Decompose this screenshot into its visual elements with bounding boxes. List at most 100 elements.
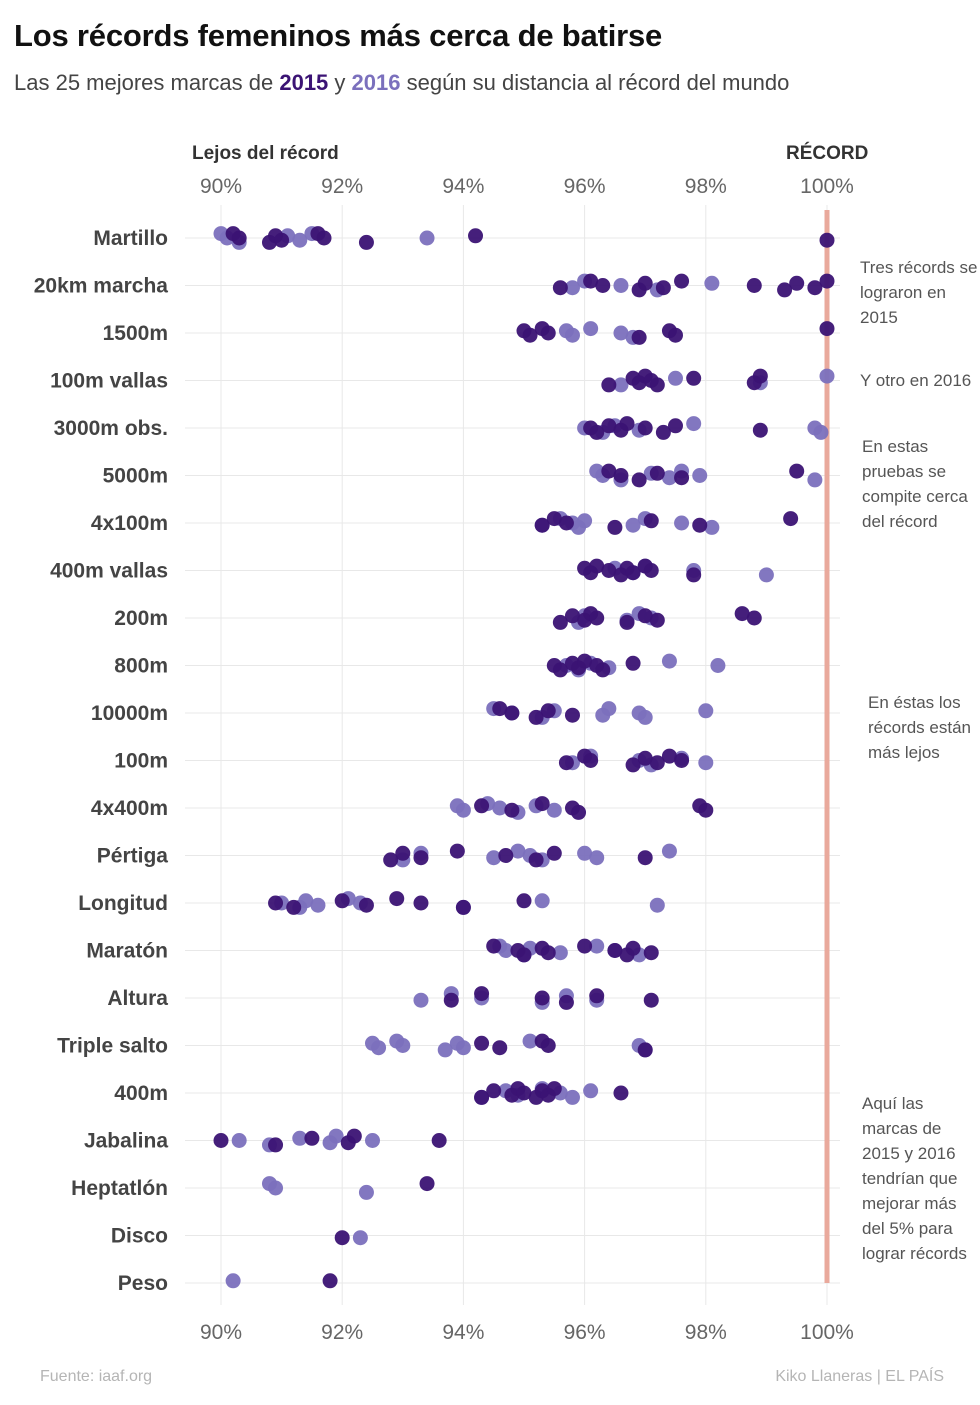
data-point-2016 bbox=[292, 1130, 308, 1146]
data-point-2015 bbox=[540, 945, 556, 961]
data-point-2015 bbox=[516, 893, 532, 909]
data-point-2015 bbox=[668, 327, 683, 343]
x-tick-label-top: 94% bbox=[442, 175, 484, 198]
axis-header-far: Lejos del récord bbox=[192, 143, 339, 164]
data-point-2016 bbox=[298, 893, 314, 909]
data-point-2015 bbox=[649, 612, 665, 628]
data-point-2015 bbox=[286, 899, 302, 915]
data-point-2016 bbox=[328, 1128, 344, 1144]
data-point-2015 bbox=[546, 1081, 562, 1097]
data-point-2016 bbox=[613, 377, 629, 393]
data-point-2016 bbox=[583, 321, 599, 337]
data-point-2016 bbox=[625, 517, 641, 533]
data-point-2015 bbox=[534, 796, 550, 812]
data-point-2016 bbox=[358, 1184, 374, 1200]
data-point-2016 bbox=[510, 843, 526, 859]
data-point-2015 bbox=[558, 755, 574, 771]
category-label: 4x100m bbox=[91, 512, 168, 535]
data-point-2015 bbox=[389, 891, 405, 907]
data-point-2015 bbox=[358, 897, 374, 913]
data-point-2016 bbox=[437, 1042, 453, 1058]
data-point-2015 bbox=[631, 329, 647, 345]
data-point-2015 bbox=[631, 472, 647, 488]
data-point-2015 bbox=[322, 1273, 338, 1289]
data-point-2015 bbox=[534, 517, 550, 533]
category-label: Jabalina bbox=[84, 1130, 168, 1153]
data-point-2015 bbox=[637, 420, 653, 436]
data-point-2015 bbox=[619, 614, 635, 630]
data-point-2015 bbox=[571, 804, 587, 820]
data-point-2015 bbox=[595, 278, 611, 293]
data-point-2016 bbox=[455, 1040, 471, 1056]
data-point-2015 bbox=[304, 1130, 320, 1146]
note-close-to-record: En estas pruebas se compite cerca del ré… bbox=[862, 437, 968, 531]
data-point-2016 bbox=[613, 278, 629, 293]
data-point-2016 bbox=[613, 325, 629, 341]
data-point-2015 bbox=[655, 424, 671, 440]
data-point-2015 bbox=[601, 377, 617, 393]
data-point-2015 bbox=[540, 1038, 556, 1053]
data-point-2015 bbox=[649, 755, 665, 771]
data-point-2015 bbox=[655, 280, 671, 296]
data-point-2016 bbox=[522, 1033, 538, 1049]
axis-header-record: RÉCORD bbox=[786, 143, 869, 164]
data-point-2015 bbox=[692, 517, 708, 533]
data-point-2016 bbox=[661, 843, 677, 859]
data-point-2015 bbox=[637, 850, 653, 866]
data-point-2015 bbox=[752, 422, 768, 438]
data-point-2015 bbox=[528, 852, 544, 868]
data-point-2015 bbox=[540, 325, 556, 341]
category-label: Peso bbox=[118, 1272, 168, 1295]
data-point-2016 bbox=[419, 230, 435, 246]
category-label: 100m vallas bbox=[50, 370, 168, 393]
data-point-2015 bbox=[649, 465, 665, 481]
x-tick-label-bottom: 100% bbox=[800, 1321, 854, 1344]
data-point-2015 bbox=[492, 701, 508, 717]
data-point-2015 bbox=[668, 418, 683, 434]
x-tick-label-top: 98% bbox=[685, 175, 727, 198]
data-point-2015 bbox=[474, 1089, 490, 1105]
data-point-2016 bbox=[534, 893, 550, 909]
data-point-2015 bbox=[419, 1176, 435, 1192]
data-point-2015 bbox=[443, 992, 459, 1008]
data-point-2015 bbox=[413, 895, 429, 911]
data-point-2015 bbox=[558, 994, 574, 1010]
data-point-2015 bbox=[589, 610, 605, 626]
data-point-2015 bbox=[486, 1083, 502, 1099]
data-point-2015 bbox=[583, 753, 599, 768]
category-label: 400m vallas bbox=[50, 560, 168, 583]
data-point-2016 bbox=[698, 755, 714, 771]
data-point-2015 bbox=[564, 707, 580, 723]
data-point-2015 bbox=[583, 273, 599, 289]
data-point-2015 bbox=[268, 1137, 284, 1153]
category-label: 20km marcha bbox=[34, 275, 169, 298]
data-point-2015 bbox=[516, 947, 532, 963]
legend-2016: 2016 bbox=[351, 70, 401, 95]
category-label: Pértiga bbox=[97, 845, 169, 868]
data-point-2015 bbox=[607, 519, 623, 535]
data-point-2016 bbox=[661, 653, 677, 669]
data-point-2015 bbox=[474, 1035, 490, 1051]
data-point-2015 bbox=[789, 275, 805, 291]
data-point-2015 bbox=[455, 899, 471, 915]
x-ticks-bottom: 90% 92% 94% 96% 98% 100% bbox=[200, 1321, 854, 1344]
data-point-2016 bbox=[231, 1133, 247, 1148]
data-point-2015 bbox=[358, 234, 374, 250]
data-point-2015 bbox=[504, 705, 520, 721]
category-label: Maratón bbox=[86, 940, 168, 963]
note-record-2016: Y otro en 2016 bbox=[860, 371, 972, 390]
data-point-2015 bbox=[577, 938, 593, 954]
data-point-2015 bbox=[589, 558, 605, 574]
data-point-2015 bbox=[274, 232, 290, 248]
data-point-2016 bbox=[395, 1038, 411, 1053]
x-tick-label-top: 92% bbox=[321, 175, 363, 198]
data-point-2016 bbox=[686, 416, 702, 432]
x-ticks-top: 90% 92% 94% 96% 98% 100% bbox=[200, 175, 854, 198]
data-point-2015 bbox=[637, 1042, 653, 1058]
data-point-2015 bbox=[346, 1128, 362, 1144]
category-label: 5000m bbox=[103, 465, 168, 488]
category-label: 200m bbox=[114, 607, 168, 630]
data-point-2016 bbox=[589, 850, 605, 866]
data-point-2016 bbox=[807, 472, 823, 488]
data-point-2015 bbox=[383, 852, 399, 868]
